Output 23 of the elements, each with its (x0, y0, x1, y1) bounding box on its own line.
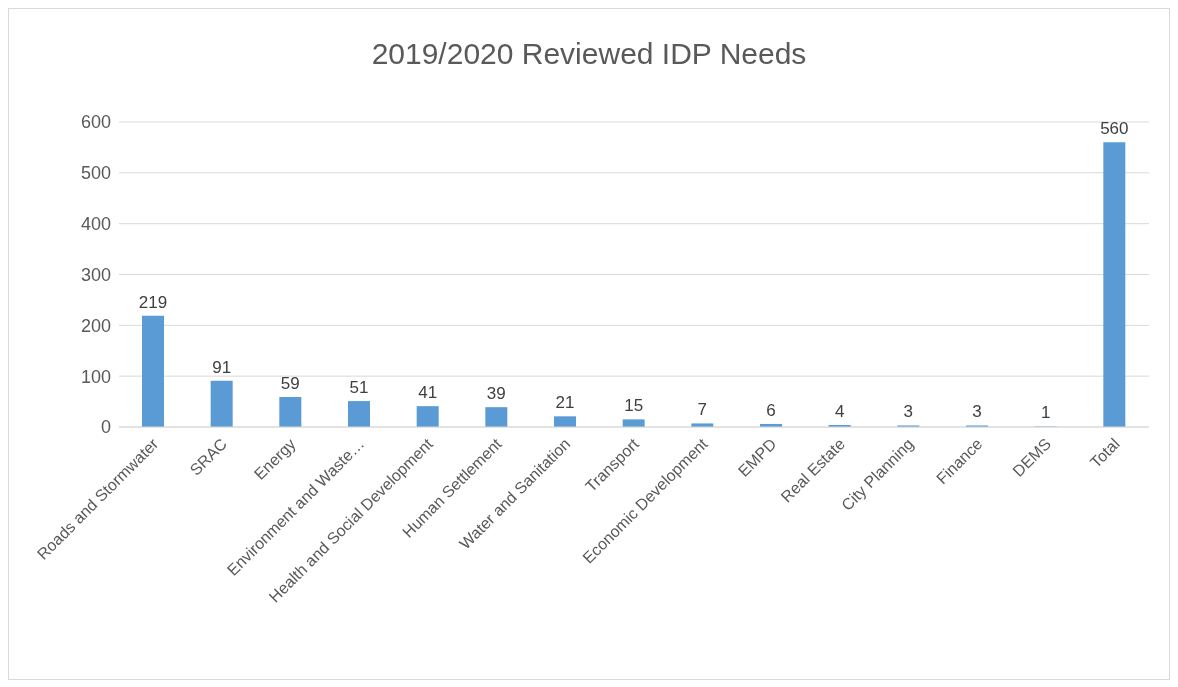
data-label: 4 (834, 401, 845, 421)
y-tick-label: 600 (80, 112, 111, 133)
y-tick-label: 100 (80, 366, 111, 387)
data-label: 51 (349, 378, 369, 398)
y-tick-label: 0 (100, 417, 111, 438)
data-label: 6 (766, 400, 776, 420)
y-tick-label: 400 (80, 214, 111, 235)
data-label: 41 (418, 383, 438, 403)
y-tick-label: 500 (80, 163, 111, 184)
data-label: 560 (1100, 119, 1129, 139)
chart-title: 2019/2020 Reviewed IDP Needs (370, 37, 808, 72)
data-label: 219 (138, 292, 168, 312)
data-label: 3 (903, 402, 914, 422)
y-tick-label: 300 (80, 264, 111, 285)
data-label: 59 (280, 374, 300, 394)
data-label: 1 (1040, 403, 1051, 423)
data-label: 3 (972, 402, 982, 422)
data-label: 21 (555, 393, 575, 413)
y-tick-label: 200 (80, 315, 111, 336)
data-label: 15 (624, 396, 644, 416)
data-label: 39 (486, 384, 506, 404)
data-label: 91 (212, 357, 232, 377)
data-label: 7 (697, 400, 708, 420)
